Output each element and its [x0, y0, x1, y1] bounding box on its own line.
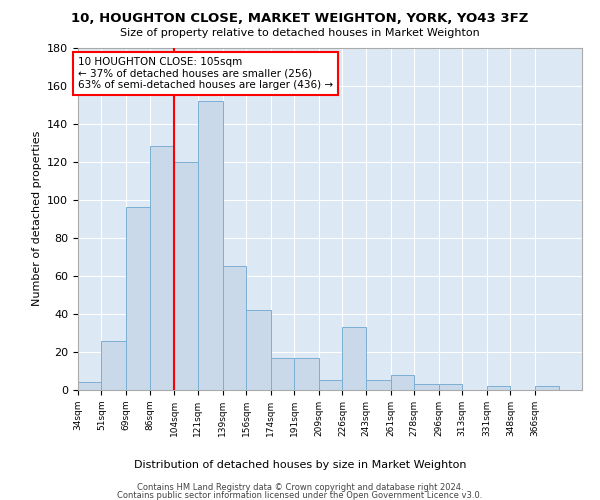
Bar	[198, 101, 223, 390]
Bar	[175, 162, 198, 390]
Bar	[78, 382, 101, 390]
Text: 10 HOUGHTON CLOSE: 105sqm
← 37% of detached houses are smaller (256)
63% of semi: 10 HOUGHTON CLOSE: 105sqm ← 37% of detac…	[78, 57, 333, 90]
Bar	[414, 384, 439, 390]
Bar	[149, 146, 175, 390]
Bar	[223, 266, 246, 390]
Text: Contains public sector information licensed under the Open Government Licence v3: Contains public sector information licen…	[118, 491, 482, 500]
Text: Distribution of detached houses by size in Market Weighton: Distribution of detached houses by size …	[134, 460, 466, 470]
Bar	[343, 327, 366, 390]
Bar	[391, 375, 414, 390]
Bar	[439, 384, 462, 390]
Bar	[366, 380, 391, 390]
Bar	[101, 340, 126, 390]
Y-axis label: Number of detached properties: Number of detached properties	[32, 131, 41, 306]
Bar	[487, 386, 511, 390]
Text: Contains HM Land Registry data © Crown copyright and database right 2024.: Contains HM Land Registry data © Crown c…	[137, 482, 463, 492]
Bar	[271, 358, 294, 390]
Bar	[246, 310, 271, 390]
Bar	[319, 380, 343, 390]
Text: 10, HOUGHTON CLOSE, MARKET WEIGHTON, YORK, YO43 3FZ: 10, HOUGHTON CLOSE, MARKET WEIGHTON, YOR…	[71, 12, 529, 26]
Text: Size of property relative to detached houses in Market Weighton: Size of property relative to detached ho…	[120, 28, 480, 38]
Bar	[126, 208, 149, 390]
Bar	[294, 358, 319, 390]
Bar	[535, 386, 559, 390]
